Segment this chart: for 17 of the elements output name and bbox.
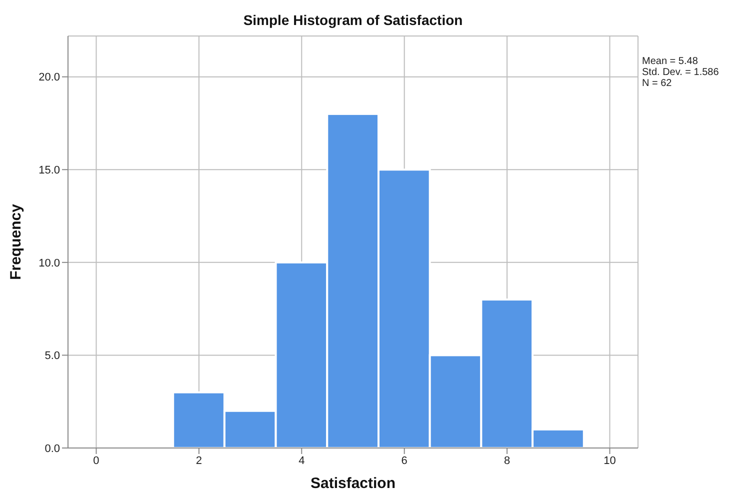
x-tick-label: 4 (298, 454, 305, 467)
y-tick-label: 0.0 (44, 442, 60, 455)
text: Std. Dev. = 1.586 (642, 67, 719, 78)
x-tick-label: 8 (504, 454, 510, 467)
x-tick-label: 0 (93, 454, 100, 467)
y-tick-label: 20.0 (38, 72, 60, 84)
text: N = 62 (642, 78, 673, 89)
y-axis-title: Frequency (7, 203, 24, 280)
text: Mean = 5.48 (642, 56, 699, 67)
x-tick-label: 2 (196, 454, 202, 467)
x-tick-label: 10 (604, 454, 616, 467)
x-axis-title: Satisfaction (310, 475, 396, 492)
y-tick-label: 15.0 (38, 164, 60, 177)
x-tick-label: 6 (401, 454, 408, 467)
chart-title: Simple Histogram of Satisfaction (242, 12, 464, 28)
y-tick-label: 10.0 (38, 257, 60, 270)
y-tick-label: 5.0 (44, 350, 60, 362)
